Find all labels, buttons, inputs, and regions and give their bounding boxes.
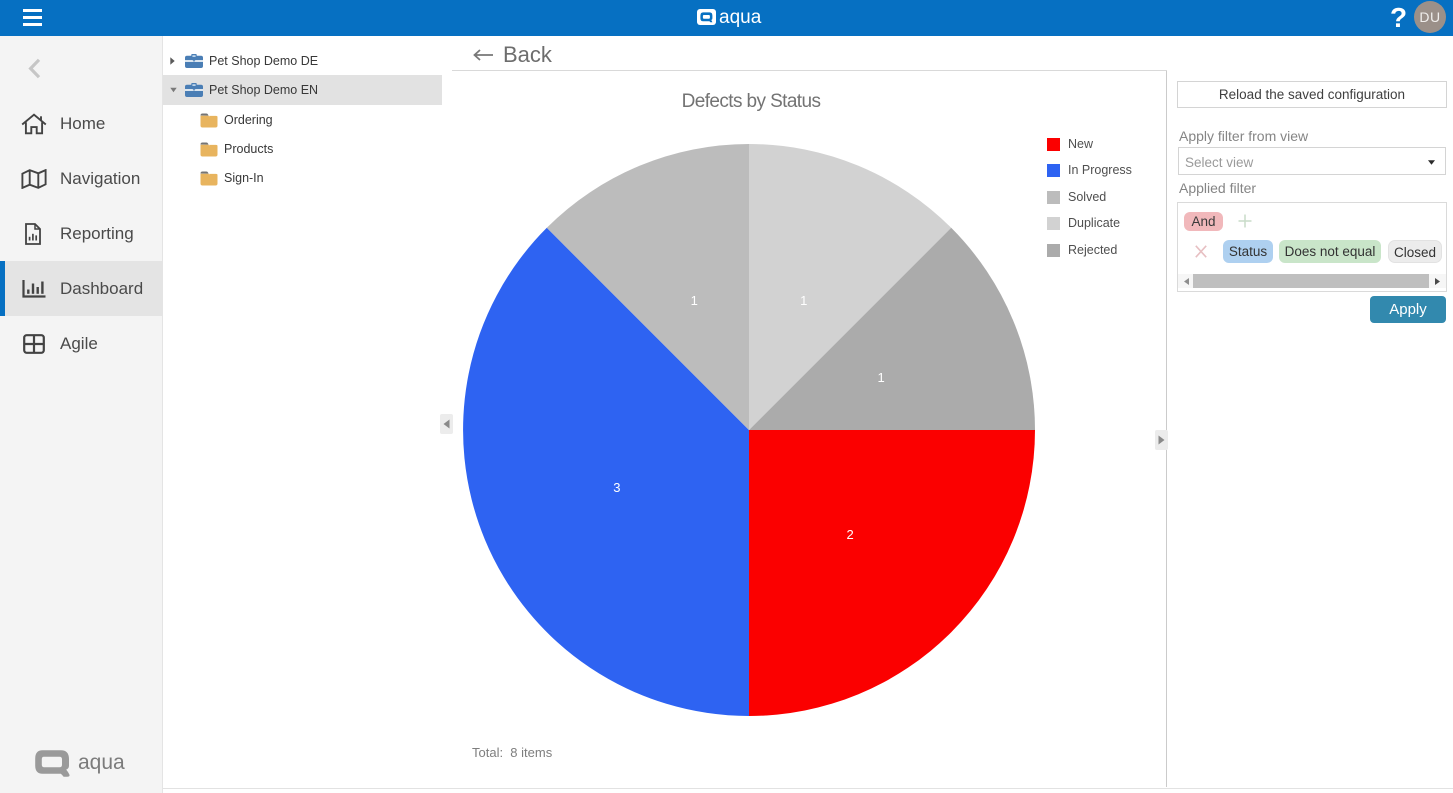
svg-text:1: 1 xyxy=(877,370,884,385)
svg-text:3: 3 xyxy=(613,480,620,495)
svg-text:1: 1 xyxy=(800,293,807,308)
svg-text:1: 1 xyxy=(691,293,698,308)
svg-text:2: 2 xyxy=(846,527,853,542)
